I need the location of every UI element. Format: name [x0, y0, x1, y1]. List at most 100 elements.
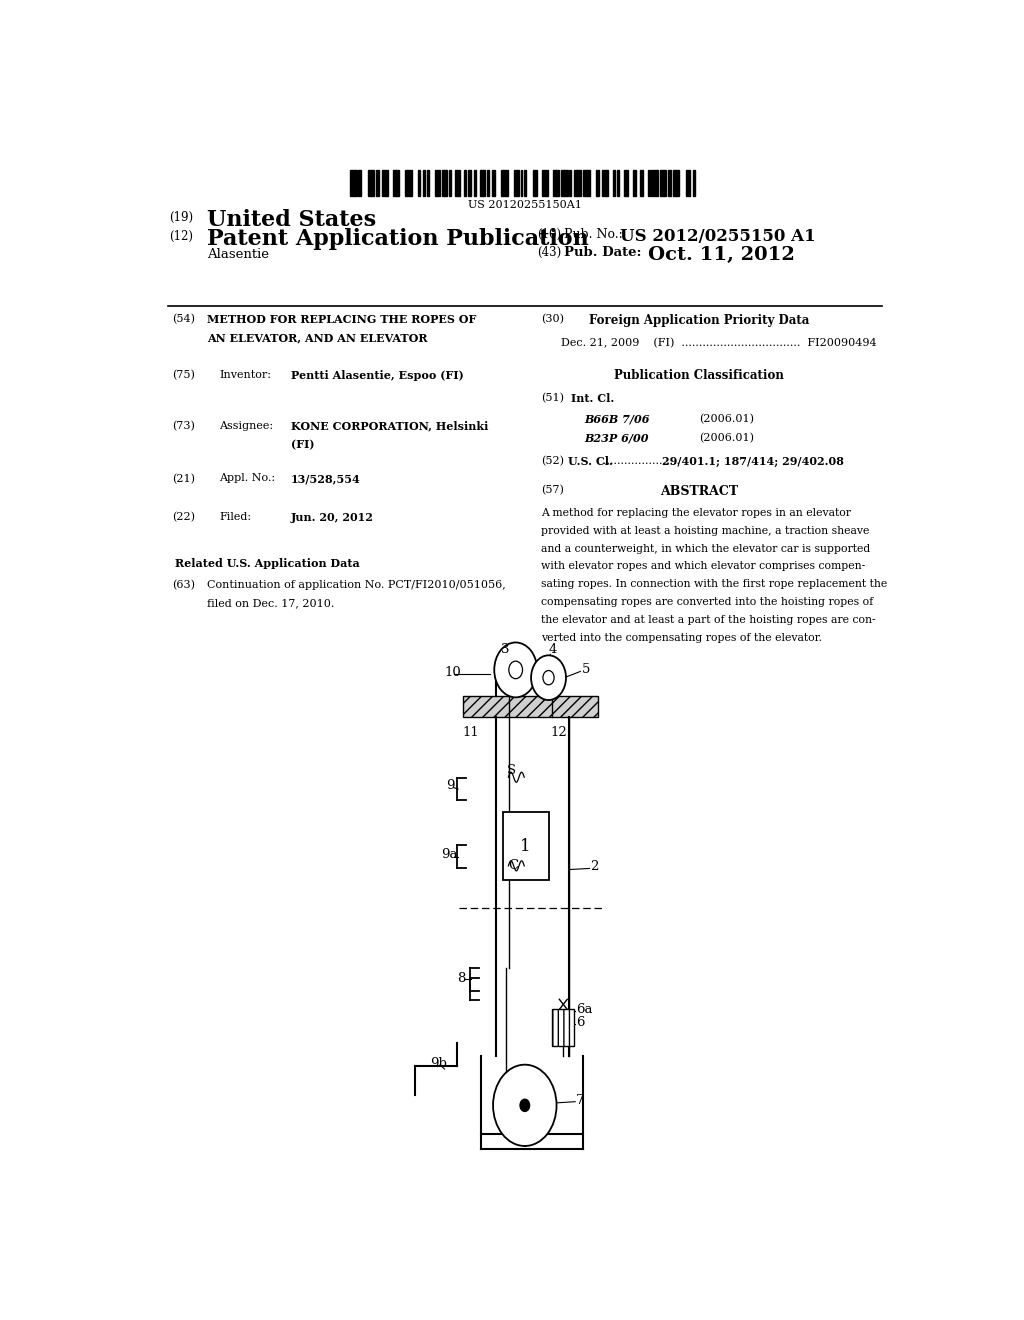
Text: U.S. Cl.: U.S. Cl.	[568, 457, 613, 467]
Circle shape	[520, 1100, 529, 1111]
Text: METHOD FOR REPLACING THE ROPES OF: METHOD FOR REPLACING THE ROPES OF	[207, 314, 477, 325]
Text: (73): (73)	[172, 421, 195, 430]
Text: ......................: ......................	[602, 457, 680, 466]
Text: provided with at least a hoisting machine, a traction sheave: provided with at least a hoisting machin…	[541, 525, 869, 536]
Text: 9b: 9b	[430, 1057, 446, 1071]
Text: 8: 8	[458, 972, 466, 985]
Bar	[561, 169, 567, 195]
Bar	[465, 169, 466, 195]
Text: 2: 2	[591, 861, 599, 874]
Text: Publication Classification: Publication Classification	[614, 368, 784, 381]
Text: (2006.01): (2006.01)	[699, 413, 755, 424]
Text: verted into the compensating ropes of the elevator.: verted into the compensating ropes of th…	[541, 632, 821, 643]
Bar	[520, 169, 522, 195]
Text: Pub. Date:: Pub. Date:	[564, 246, 642, 259]
Bar	[442, 169, 446, 195]
Bar	[651, 169, 658, 195]
Circle shape	[531, 655, 566, 700]
Text: 13/528,554: 13/528,554	[291, 474, 360, 484]
Bar	[502, 169, 508, 195]
Text: ABSTRACT: ABSTRACT	[660, 484, 738, 498]
Text: US 20120255150A1: US 20120255150A1	[468, 201, 582, 210]
Text: (10): (10)	[537, 227, 561, 240]
Text: 4: 4	[549, 643, 557, 656]
Text: 9a: 9a	[441, 849, 458, 862]
Text: Patent Application Publication: Patent Application Publication	[207, 227, 589, 249]
Bar	[456, 169, 460, 195]
Text: Inventor:: Inventor:	[219, 370, 271, 380]
Text: (52): (52)	[541, 457, 563, 466]
Text: A method for replacing the elevator ropes in an elevator: A method for replacing the elevator rope…	[541, 508, 851, 517]
Bar	[406, 169, 412, 195]
Bar	[668, 169, 671, 195]
Text: Continuation of application No. PCT/FI2010/051056,: Continuation of application No. PCT/FI20…	[207, 581, 506, 590]
Text: S: S	[507, 764, 516, 777]
Bar	[350, 169, 356, 195]
Bar	[468, 169, 471, 195]
Text: KONE CORPORATION, Helsinki: KONE CORPORATION, Helsinki	[291, 421, 488, 432]
Bar	[368, 169, 374, 195]
Text: 29/401.1; 187/414; 29/402.08: 29/401.1; 187/414; 29/402.08	[663, 457, 844, 467]
Bar	[673, 169, 679, 195]
Circle shape	[543, 671, 554, 685]
Text: Pentti Alasentie, Espoo (FI): Pentti Alasentie, Espoo (FI)	[291, 370, 464, 380]
Text: (51): (51)	[541, 393, 563, 404]
Text: (21): (21)	[172, 474, 195, 484]
Text: 6a: 6a	[575, 1003, 593, 1016]
Bar	[480, 169, 484, 195]
Bar	[532, 169, 538, 195]
Text: (63): (63)	[172, 581, 195, 590]
Text: Pub. No.:: Pub. No.:	[564, 227, 624, 240]
Bar	[569, 169, 571, 195]
Circle shape	[493, 1065, 557, 1146]
Text: Related U.S. Application Data: Related U.S. Application Data	[174, 558, 359, 569]
Circle shape	[509, 661, 522, 678]
Bar	[596, 169, 599, 195]
Text: 6: 6	[575, 1016, 585, 1028]
Text: 5: 5	[582, 664, 590, 676]
Text: US 2012/0255150 A1: US 2012/0255150 A1	[620, 227, 816, 244]
Text: 11: 11	[463, 726, 479, 739]
Text: filed on Dec. 17, 2010.: filed on Dec. 17, 2010.	[207, 598, 335, 609]
Text: AN ELEVATOR, AND AN ELEVATOR: AN ELEVATOR, AND AN ELEVATOR	[207, 333, 428, 343]
Text: Foreign Application Priority Data: Foreign Application Priority Data	[589, 314, 810, 327]
Bar	[435, 169, 439, 195]
Bar	[542, 169, 548, 195]
Text: (75): (75)	[172, 370, 195, 380]
Bar	[648, 169, 649, 195]
Bar	[423, 169, 425, 195]
Bar	[382, 169, 388, 195]
Text: 1: 1	[520, 838, 531, 854]
Bar	[552, 1010, 574, 1045]
Text: (FI): (FI)	[291, 440, 314, 450]
Bar	[503, 812, 549, 880]
Text: United States: United States	[207, 210, 377, 231]
Text: (22): (22)	[172, 512, 195, 523]
Bar	[524, 169, 526, 195]
Text: and a counterweight, in which the elevator car is supported: and a counterweight, in which the elevat…	[541, 544, 870, 553]
Text: (57): (57)	[541, 484, 563, 495]
Text: the elevator and at least a part of the hoisting ropes are con-: the elevator and at least a part of the …	[541, 615, 876, 624]
Bar	[449, 169, 451, 195]
Bar	[624, 169, 629, 195]
Text: Dec. 21, 2009    (FI)  ..................................  FI20090494: Dec. 21, 2009 (FI) .....................…	[560, 338, 877, 348]
Bar	[553, 169, 559, 195]
Text: sating ropes. In connection with the first rope replacement the: sating ropes. In connection with the fir…	[541, 579, 887, 589]
Text: Oct. 11, 2012: Oct. 11, 2012	[648, 246, 795, 264]
Bar	[633, 169, 636, 195]
Text: Filed:: Filed:	[219, 512, 251, 523]
Text: 9: 9	[446, 779, 455, 792]
Text: 12: 12	[550, 726, 567, 739]
Text: Assignee:: Assignee:	[219, 421, 273, 430]
Bar	[419, 169, 420, 195]
Text: Jun. 20, 2012: Jun. 20, 2012	[291, 512, 374, 523]
Bar	[392, 169, 399, 195]
Text: 3: 3	[501, 643, 510, 656]
Bar	[358, 169, 361, 195]
Text: (30): (30)	[541, 314, 563, 325]
Bar	[602, 169, 608, 195]
Text: (2006.01): (2006.01)	[699, 433, 755, 444]
Text: Alasentie: Alasentie	[207, 248, 269, 261]
Text: B23P 6/00: B23P 6/00	[585, 433, 649, 444]
Text: 10: 10	[444, 667, 461, 678]
